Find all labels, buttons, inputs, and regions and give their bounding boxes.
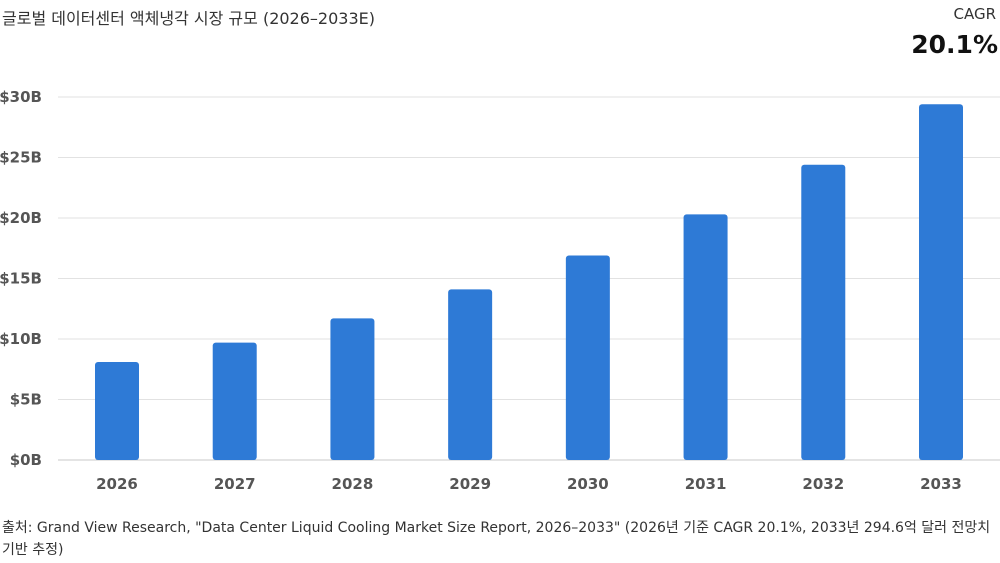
x-tick-label: 2030 bbox=[567, 475, 609, 493]
cagr-value: 20.1% bbox=[911, 30, 998, 59]
y-tick-label: $20B bbox=[0, 209, 42, 227]
x-tick-label: 2032 bbox=[802, 475, 844, 493]
x-tick-label: 2033 bbox=[920, 475, 962, 493]
x-tick-label: 2026 bbox=[96, 475, 138, 493]
x-axis-ticks: 2026 2027 2028 2029 2030 2031 2032 2033 bbox=[96, 475, 962, 493]
source-note: 출처: Grand View Research, "Data Center Li… bbox=[2, 520, 991, 558]
chart-title: 글로벌 데이터센터 액체냉각 시장 규모 (2026–2033E) bbox=[2, 9, 375, 28]
bar-chart: $0B$5B$10B$15B$20B$25B$30B 2026 2027 2028 2… bbox=[0, 88, 1000, 493]
y-tick-label: $5B bbox=[10, 391, 42, 409]
bar-2032 bbox=[801, 164, 846, 460]
cagr-label: CAGR bbox=[953, 5, 996, 23]
gridlines bbox=[58, 96, 1000, 461]
x-tick-label: 2029 bbox=[449, 475, 491, 493]
bar-2027 bbox=[212, 342, 257, 460]
bar-2030 bbox=[565, 255, 610, 460]
x-tick-label: 2028 bbox=[332, 475, 374, 493]
y-tick-label: $25B bbox=[0, 149, 42, 167]
bars bbox=[95, 104, 963, 460]
y-tick-label: $0B bbox=[10, 451, 42, 469]
bar-2028 bbox=[330, 318, 375, 460]
y-tick-label: $10B bbox=[0, 330, 42, 348]
bar-2033 bbox=[919, 104, 963, 460]
y-tick-label: $15B bbox=[0, 270, 42, 288]
x-tick-label: 2031 bbox=[685, 475, 727, 493]
bar-2029 bbox=[448, 289, 493, 460]
bar-2031 bbox=[683, 214, 728, 460]
x-tick-label: 2027 bbox=[214, 475, 256, 493]
y-axis-ticks: $0B $5B $10B $15B $20B $25B $30B bbox=[0, 88, 42, 469]
bar-2026 bbox=[95, 361, 139, 460]
y-tick-label: $30B bbox=[0, 88, 42, 106]
